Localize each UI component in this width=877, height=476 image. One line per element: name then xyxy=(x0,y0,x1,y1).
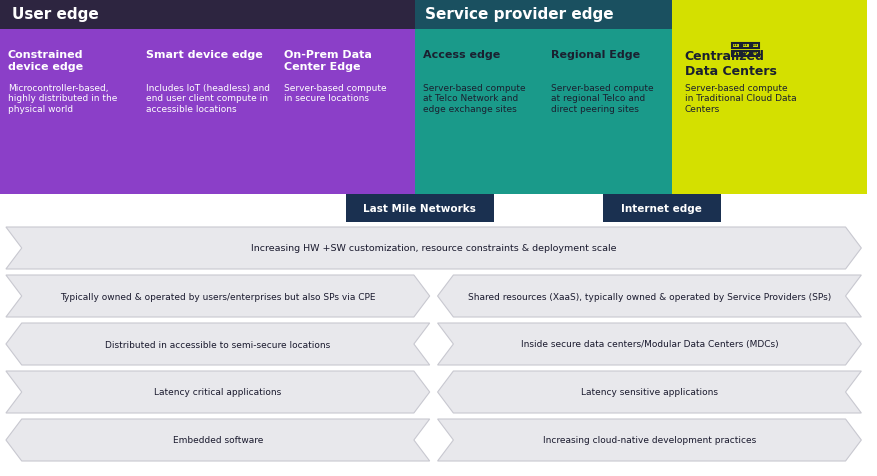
FancyBboxPatch shape xyxy=(0,0,415,30)
Text: Inside secure data centers/Modular Data Centers (MDCs): Inside secure data centers/Modular Data … xyxy=(520,340,777,349)
Circle shape xyxy=(754,45,756,47)
Text: Microcontroller-based,
highly distributed in the
physical world: Microcontroller-based, highly distribute… xyxy=(8,84,118,114)
Text: Smart device edge: Smart device edge xyxy=(146,50,262,60)
Circle shape xyxy=(733,45,734,47)
Polygon shape xyxy=(437,323,860,365)
Text: Shared resources (XaaS), typically owned & operated by Service Providers (SPs): Shared resources (XaaS), typically owned… xyxy=(467,292,831,301)
FancyBboxPatch shape xyxy=(415,0,671,30)
Text: Server-based compute
in Traditional Cloud Data
Centers: Server-based compute in Traditional Clou… xyxy=(684,84,795,114)
Bar xyxy=(741,51,749,57)
Circle shape xyxy=(754,53,756,55)
Bar xyxy=(671,30,866,195)
Text: Constrained
device edge: Constrained device edge xyxy=(8,50,83,71)
Polygon shape xyxy=(6,228,860,269)
Circle shape xyxy=(752,53,754,55)
Polygon shape xyxy=(437,371,860,413)
Text: Latency sensitive applications: Latency sensitive applications xyxy=(581,387,717,397)
FancyBboxPatch shape xyxy=(671,0,866,30)
Text: Increasing HW +SW customization, resource constraints & deployment scale: Increasing HW +SW customization, resourc… xyxy=(251,244,616,253)
Polygon shape xyxy=(437,276,860,317)
Circle shape xyxy=(752,45,754,47)
Circle shape xyxy=(745,53,746,55)
Bar xyxy=(741,44,749,49)
Text: Server-based compute
at Telco Network and
edge exchange sites: Server-based compute at Telco Network an… xyxy=(423,84,524,114)
Bar xyxy=(0,30,415,195)
Text: Internet edge: Internet edge xyxy=(621,204,702,214)
Circle shape xyxy=(743,53,744,55)
Polygon shape xyxy=(6,276,429,317)
Circle shape xyxy=(735,53,737,55)
Polygon shape xyxy=(437,419,860,461)
Polygon shape xyxy=(6,323,429,365)
Text: Access edge: Access edge xyxy=(423,50,499,60)
Bar xyxy=(731,44,739,49)
Bar xyxy=(751,51,759,57)
Text: Last Mile Networks: Last Mile Networks xyxy=(363,204,475,214)
Text: Latency critical applications: Latency critical applications xyxy=(154,387,282,397)
Text: Service provider edge: Service provider edge xyxy=(424,8,613,22)
Text: Distributed in accessible to semi-secure locations: Distributed in accessible to semi-secure… xyxy=(105,340,330,349)
Text: User edge: User edge xyxy=(12,8,98,22)
Bar xyxy=(751,44,759,49)
Text: Centralized
Data Centers: Centralized Data Centers xyxy=(684,50,775,78)
Polygon shape xyxy=(6,419,429,461)
Text: Increasing cloud-native development practices: Increasing cloud-native development prac… xyxy=(542,436,755,445)
Circle shape xyxy=(733,53,734,55)
Circle shape xyxy=(735,45,737,47)
Bar xyxy=(346,195,494,223)
Text: On-Prem Data
Center Edge: On-Prem Data Center Edge xyxy=(284,50,372,71)
Circle shape xyxy=(743,45,744,47)
Bar xyxy=(731,51,739,57)
Bar xyxy=(602,195,720,223)
Text: Typically owned & operated by users/enterprises but also SPs via CPE: Typically owned & operated by users/ente… xyxy=(60,292,375,301)
Circle shape xyxy=(745,45,746,47)
Text: Embedded software: Embedded software xyxy=(173,436,263,445)
Polygon shape xyxy=(6,371,429,413)
Text: Server-based compute
at regional Telco and
direct peering sites: Server-based compute at regional Telco a… xyxy=(551,84,653,114)
Text: Regional Edge: Regional Edge xyxy=(551,50,639,60)
Text: Includes IoT (headless) and
end user client compute in
accessible locations: Includes IoT (headless) and end user cli… xyxy=(146,84,270,114)
Bar xyxy=(415,30,671,195)
Text: Server-based compute
in secure locations: Server-based compute in secure locations xyxy=(284,84,387,103)
